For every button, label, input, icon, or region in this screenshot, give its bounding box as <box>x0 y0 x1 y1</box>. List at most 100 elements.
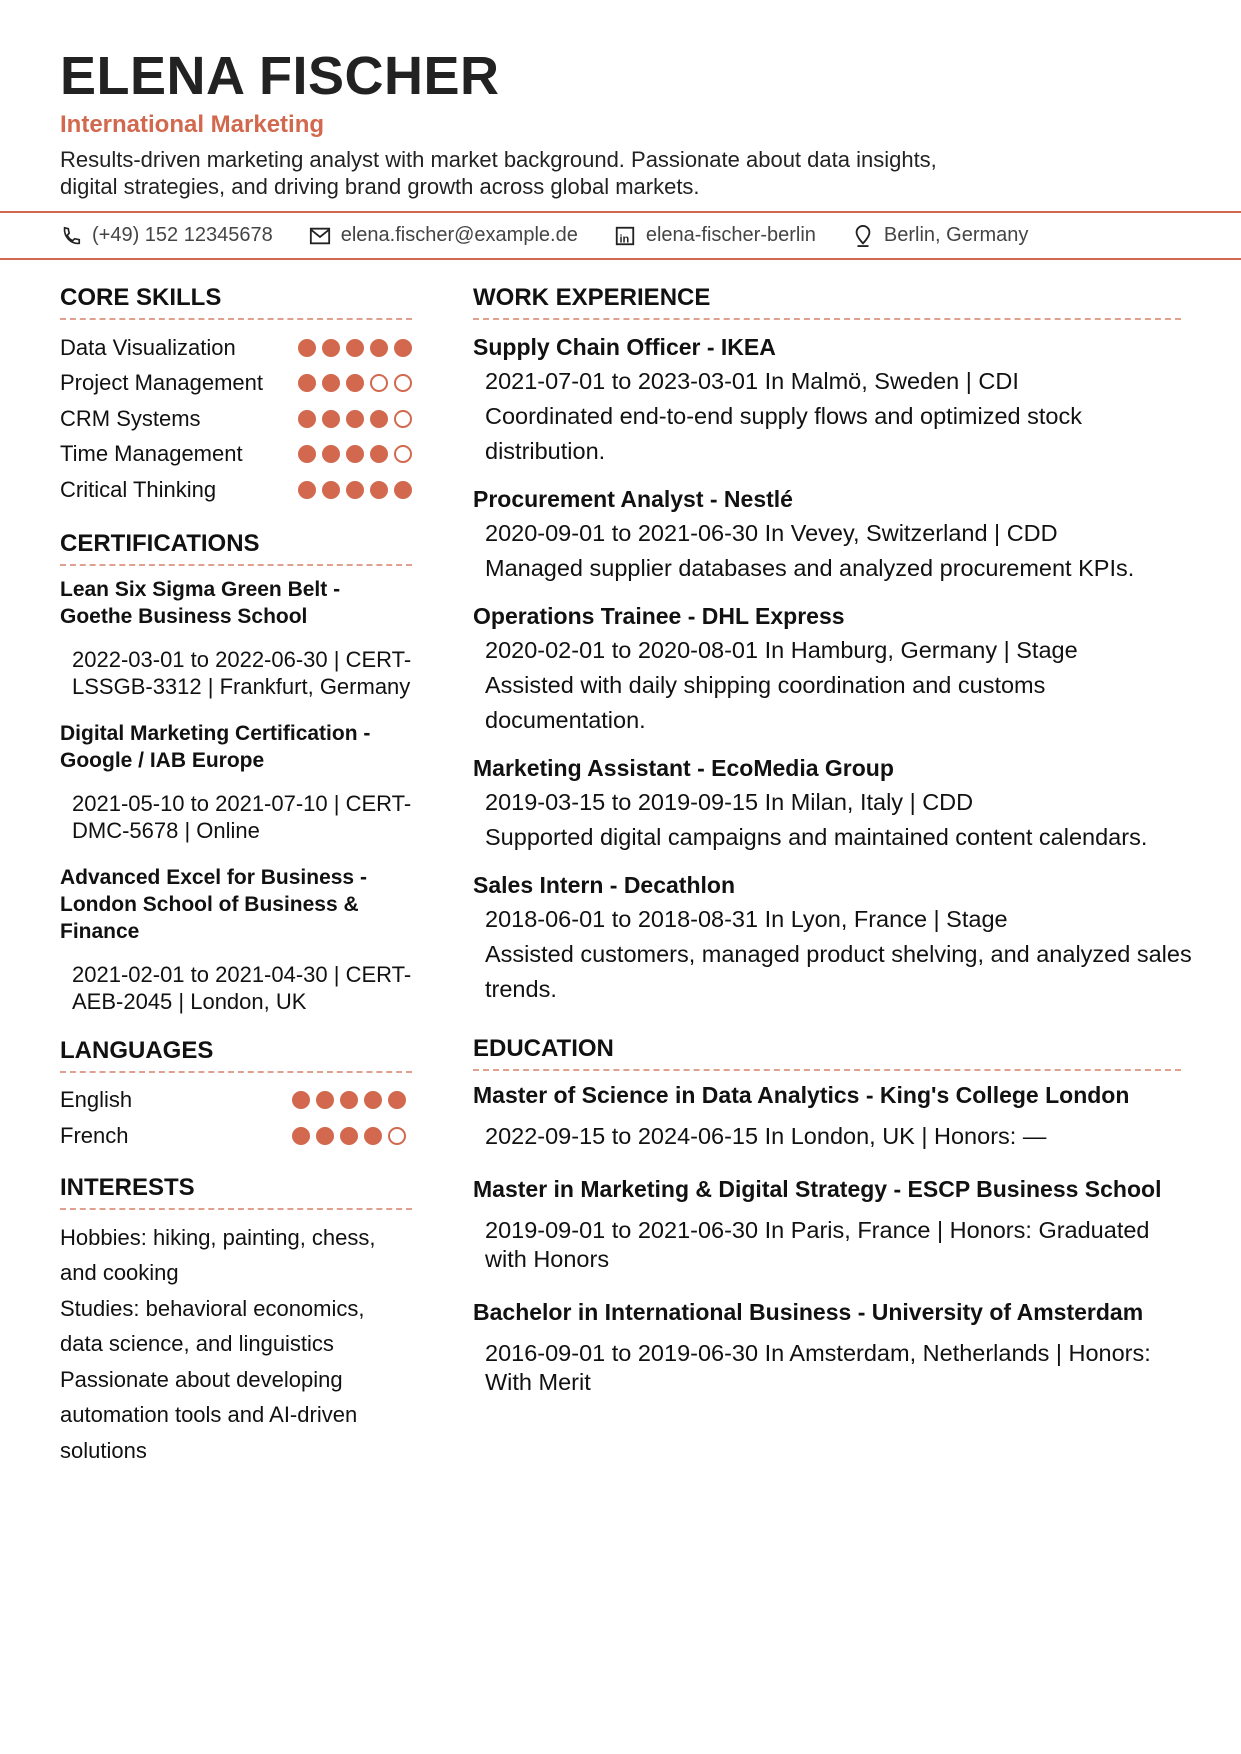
education-details: 2022-09-15 to 2024-06-15 In London, UK |… <box>485 1123 1047 1149</box>
filled-dot-icon <box>340 1126 358 1145</box>
empty-dot-icon <box>388 1126 406 1145</box>
languages-heading: LANGUAGES <box>60 1035 412 1073</box>
certification-title: Advanced Excel for Business - London Sch… <box>60 865 367 943</box>
language-name: French <box>60 1122 129 1148</box>
job-item: Supply Chain Officer - IKEA 2021-07-01 to… <box>473 330 1193 469</box>
skills-list: Data Visualization Project Management CRM … <box>60 330 412 508</box>
filled-dot-icon <box>370 480 388 499</box>
skill-rating <box>298 480 412 499</box>
work-list: Supply Chain Officer - IKEA 2021-07-01 to… <box>473 330 1193 1007</box>
filled-dot-icon <box>370 409 388 428</box>
skill-rating <box>298 374 412 393</box>
education-item: Master in Marketing & Digital Strategy -… <box>473 1175 1193 1274</box>
skill-name: Project Management <box>60 370 263 396</box>
certification-title: Digital Marketing Certification - Google… <box>60 721 371 772</box>
education-details: 2019-09-01 to 2021-06-30 In Paris, Franc… <box>485 1217 1150 1272</box>
job-item: Procurement Analyst - Nestlé 2020-09-01 t… <box>473 482 1193 586</box>
language-name: English <box>60 1087 133 1113</box>
filled-dot-icon <box>298 374 316 393</box>
interests-list: Hobbies: hiking, painting, chess, and co… <box>60 1220 412 1469</box>
right-column: WORK EXPERIENCE Supply Chain Officer - I… <box>473 282 1193 1421</box>
languages-list: English French <box>60 1083 412 1154</box>
job-description: Managed supplier databases and analyzed … <box>485 555 1135 581</box>
phone-icon <box>63 226 81 244</box>
job-title: Marketing Assistant - EcoMedia Group <box>473 755 894 781</box>
filled-dot-icon <box>346 409 364 428</box>
filled-dot-icon <box>298 480 316 499</box>
filled-dot-icon <box>292 1126 310 1145</box>
linkedin-text[interactable]: elena-fischer-berlin <box>645 224 816 246</box>
certification-details: 2021-05-10 to 2021-07-10 | CERT-DMC-5678… <box>72 790 412 843</box>
empty-dot-icon <box>370 374 388 393</box>
certification-details: 2021-02-01 to 2021-04-30 | CERT-AEB-2045… <box>72 961 412 1014</box>
skill-row: CRM Systems <box>60 401 412 437</box>
job-meta: 2021-07-01 to 2023-03-01 In Malmö, Swede… <box>485 368 1019 394</box>
certification-item: Digital Marketing Certification - Google… <box>60 720 412 844</box>
job-description: Coordinated end-to-end supply flows and … <box>485 403 1082 464</box>
filled-dot-icon <box>322 409 340 428</box>
job-meta: 2018-06-01 to 2018-08-31 In Lyon, France… <box>485 906 1008 932</box>
contact-bar: (+49) 152 12345678 elena.fischer@example… <box>0 211 1241 260</box>
certification-item: Lean Six Sigma Green Belt - Goethe Busin… <box>60 576 412 700</box>
filled-dot-icon <box>316 1091 334 1110</box>
filled-dot-icon <box>346 445 364 464</box>
contact-email: elena.fischer@example.de <box>309 224 578 247</box>
phone-text: (+49) 152 12345678 <box>92 224 273 246</box>
certification-details: 2022-03-01 to 2022-06-30 | CERT-LSSGB-33… <box>72 646 412 699</box>
skill-name: Time Management <box>60 441 243 467</box>
filled-dot-icon <box>322 338 340 357</box>
filled-dot-icon <box>322 445 340 464</box>
filled-dot-icon <box>292 1091 310 1110</box>
degree-title: Master in Marketing & Digital Strategy -… <box>473 1176 1162 1202</box>
job-item: Sales Intern - Decathlon 2018-06-01 to 20… <box>473 868 1193 1007</box>
skill-name: CRM Systems <box>60 405 201 431</box>
job-description: Supported digital campaigns and maintain… <box>485 824 1148 850</box>
job-title: Procurement Analyst - Nestlé <box>473 486 793 512</box>
empty-dot-icon <box>394 374 412 393</box>
email-text[interactable]: elena.fischer@example.de <box>340 224 578 246</box>
skill-rating <box>298 445 412 464</box>
filled-dot-icon <box>388 1091 406 1110</box>
left-column: CORE SKILLS Data Visualization Project Ma… <box>60 282 412 1468</box>
education-item: Master of Science in Data Analytics - Ki… <box>473 1081 1193 1151</box>
candidate-name: ELENA FISCHER <box>60 46 500 106</box>
mail-icon <box>309 227 330 244</box>
job-meta: 2020-02-01 to 2020-08-01 In Hamburg, Ger… <box>485 637 1078 663</box>
filled-dot-icon <box>364 1091 382 1110</box>
education-list: Master of Science in Data Analytics - Ki… <box>473 1081 1193 1397</box>
certifications-list: Lean Six Sigma Green Belt - Goethe Busin… <box>60 576 412 1015</box>
language-row: French <box>60 1118 412 1154</box>
filled-dot-icon <box>298 445 316 464</box>
language-rating <box>292 1126 406 1145</box>
job-title: Sales Intern - Decathlon <box>473 872 736 898</box>
interest-item: Passionate about developing automation t… <box>60 1366 358 1463</box>
filled-dot-icon <box>364 1126 382 1145</box>
job-meta: 2019-03-15 to 2019-09-15 In Milan, Italy… <box>485 789 974 815</box>
skill-row: Critical Thinking <box>60 472 412 508</box>
interest-item: Hobbies: hiking, painting, chess, and co… <box>60 1224 376 1286</box>
interests-heading: INTERESTS <box>60 1172 412 1210</box>
resume-header: ELENA FISCHER International Marketing Re… <box>60 44 960 200</box>
work-experience-heading: WORK EXPERIENCE <box>473 282 1181 320</box>
skill-row: Time Management <box>60 437 412 473</box>
job-title: International Marketing <box>60 111 325 138</box>
filled-dot-icon <box>346 338 364 357</box>
education-item: Bachelor in International Business - Uni… <box>473 1298 1193 1397</box>
filled-dot-icon <box>394 480 412 499</box>
filled-dot-icon <box>322 480 340 499</box>
skill-rating <box>298 409 412 428</box>
language-row: English <box>60 1083 412 1119</box>
filled-dot-icon <box>346 374 364 393</box>
svg-text:in: in <box>619 233 629 245</box>
linkedin-icon: in <box>615 226 634 245</box>
job-meta: 2020-09-01 to 2021-06-30 In Vevey, Switz… <box>485 520 1058 546</box>
empty-dot-icon <box>394 445 412 464</box>
degree-title: Bachelor in International Business - Uni… <box>473 1299 1144 1325</box>
job-description: Assisted customers, managed product shel… <box>485 941 1192 1002</box>
core-skills-heading: CORE SKILLS <box>60 282 412 320</box>
certifications-heading: CERTIFICATIONS <box>60 528 412 566</box>
job-title: Supply Chain Officer - IKEA <box>473 334 776 360</box>
contact-phone: (+49) 152 12345678 <box>60 224 273 247</box>
filled-dot-icon <box>322 374 340 393</box>
contact-linkedin: in elena-fischer-berlin <box>614 224 816 247</box>
